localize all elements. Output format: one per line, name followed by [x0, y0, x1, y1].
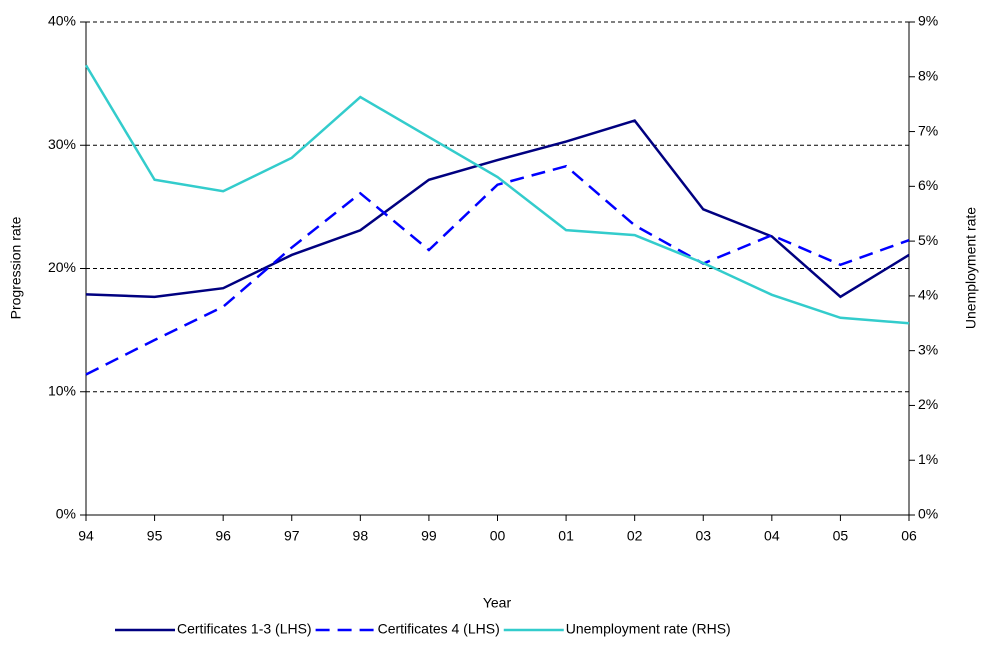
y-tick-label: 40% [48, 13, 76, 29]
x-axis-title: Year [483, 595, 512, 611]
y-tick-label: 20% [48, 259, 76, 275]
y2-tick-label: 0% [918, 506, 938, 522]
x-tick-label: 00 [490, 528, 506, 544]
x-tick-label: 95 [147, 528, 163, 544]
y2-tick-label: 3% [918, 341, 938, 357]
y2-tick-label: 7% [918, 122, 938, 138]
legend-label: Certificates 1-3 (LHS) [177, 621, 312, 637]
x-tick-label: 02 [627, 528, 643, 544]
y2-tick-label: 1% [918, 451, 938, 467]
x-tick-label: 99 [421, 528, 437, 544]
x-tick-label: 04 [764, 528, 780, 544]
x-tick-label: 01 [558, 528, 574, 544]
legend-label: Certificates 4 (LHS) [378, 621, 500, 637]
y2-tick-label: 5% [918, 232, 938, 248]
y-tick-label: 0% [56, 506, 76, 522]
y2-tick-label: 9% [918, 13, 938, 29]
y2-tick-label: 6% [918, 177, 938, 193]
x-tick-label: 06 [901, 528, 917, 544]
y2-tick-label: 8% [918, 67, 938, 83]
y2-tick-label: 4% [918, 287, 938, 303]
x-tick-label: 05 [833, 528, 849, 544]
y2-axis-title: Unemployment rate [963, 207, 979, 329]
y-axis-title: Progression rate [8, 216, 24, 319]
legend-label: Unemployment rate (RHS) [566, 621, 731, 637]
x-tick-label: 98 [353, 528, 369, 544]
y2-tick-label: 2% [918, 396, 938, 412]
x-tick-label: 96 [215, 528, 231, 544]
series-line [84, 64, 910, 325]
x-tick-label: 94 [78, 528, 94, 544]
series-line [85, 164, 910, 376]
y-tick-label: 30% [48, 136, 76, 152]
x-tick-label: 03 [695, 528, 711, 544]
y-tick-label: 10% [48, 382, 76, 398]
x-tick-label: 97 [284, 528, 300, 544]
series-line [85, 119, 910, 299]
